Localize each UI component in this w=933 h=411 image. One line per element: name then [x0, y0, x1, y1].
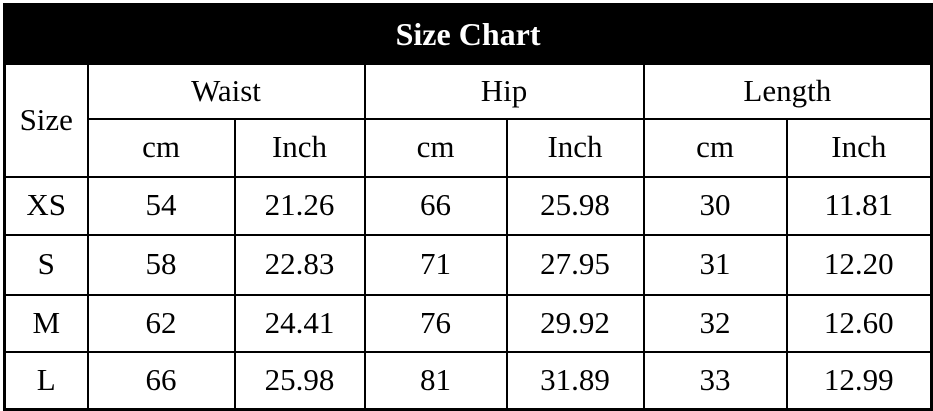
subheader-length-inch: Inch — [785, 117, 933, 178]
data-cell-length-cm: 30 — [642, 175, 788, 236]
size-label: L — [3, 350, 89, 411]
subheader-length-cm: cm — [642, 117, 788, 178]
size-label: M — [3, 293, 89, 353]
data-cell-hip-cm: 66 — [363, 175, 508, 236]
data-cell-hip-cm: 76 — [363, 293, 508, 353]
subheader-hip-cm: cm — [363, 117, 508, 178]
data-cell-waist-inch: 24.41 — [233, 293, 366, 353]
data-cell-hip-cm: 81 — [363, 350, 508, 411]
data-cell-hip-cm: 71 — [363, 233, 508, 296]
subheader-waist-cm: cm — [86, 117, 236, 178]
data-cell-waist-cm: 54 — [86, 175, 236, 236]
data-cell-waist-cm: 58 — [86, 233, 236, 296]
table-row-m: M 62 24.41 76 29.92 32 12.60 — [3, 293, 933, 353]
data-cell-length-inch: 11.81 — [785, 175, 933, 236]
size-label: XS — [3, 175, 89, 236]
group-header-length: Length — [642, 62, 933, 120]
size-chart-table: Size Chart Size Waist Hip Length cm Inch… — [3, 3, 933, 411]
data-cell-waist-inch: 25.98 — [233, 350, 366, 411]
data-cell-length-inch: 12.99 — [785, 350, 933, 411]
data-cell-hip-inch: 25.98 — [505, 175, 645, 236]
data-cell-waist-inch: 22.83 — [233, 233, 366, 296]
data-cell-waist-cm: 62 — [86, 293, 236, 353]
data-cell-waist-inch: 21.26 — [233, 175, 366, 236]
data-cell-hip-inch: 29.92 — [505, 293, 645, 353]
title-row: Size Chart — [3, 3, 933, 65]
data-cell-length-cm: 32 — [642, 293, 788, 353]
table-row-l: L 66 25.98 81 31.89 33 12.99 — [3, 350, 933, 411]
subheader-row: cm Inch cm Inch cm Inch — [5, 117, 933, 178]
table-row-xs: XS 54 21.26 66 25.98 30 11.81 — [3, 175, 933, 236]
data-cell-hip-inch: 27.95 — [505, 233, 645, 296]
data-cell-length-inch: 12.20 — [785, 233, 933, 296]
data-cell-length-cm: 31 — [642, 233, 788, 296]
data-cell-length-inch: 12.60 — [785, 293, 933, 353]
table-row-s: S 58 22.83 71 27.95 31 12.20 — [3, 233, 933, 296]
size-label: S — [3, 233, 89, 296]
data-cell-waist-cm: 66 — [86, 350, 236, 411]
subheader-waist-inch: Inch — [233, 117, 366, 178]
group-header-hip: Hip — [363, 62, 645, 120]
subheader-hip-inch: Inch — [505, 117, 645, 178]
group-header-waist: Waist — [86, 62, 366, 120]
page-title: Size Chart — [3, 3, 933, 65]
group-header-row: Size Waist Hip Length — [3, 62, 933, 178]
data-cell-length-cm: 33 — [642, 350, 788, 411]
data-cell-hip-inch: 31.89 — [505, 350, 645, 411]
corner-header-size: Size — [3, 62, 89, 178]
